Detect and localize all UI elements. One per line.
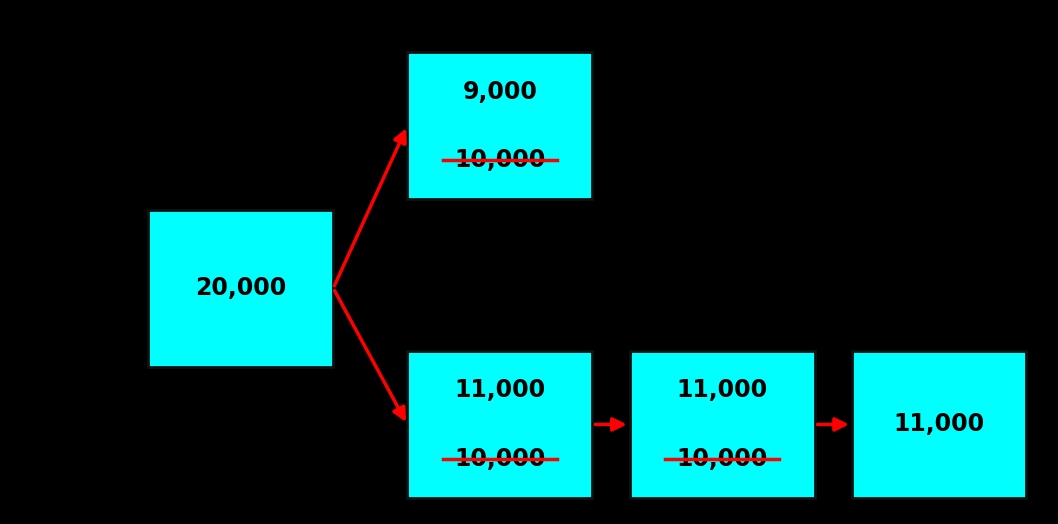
Text: 10,000: 10,000: [454, 446, 546, 471]
FancyBboxPatch shape: [148, 210, 333, 367]
Text: 10,000: 10,000: [676, 446, 768, 471]
Text: 11,000: 11,000: [454, 378, 546, 402]
Text: 10,000: 10,000: [454, 148, 546, 172]
Text: 11,000: 11,000: [893, 412, 985, 436]
Text: 20,000: 20,000: [195, 276, 287, 300]
Text: 9,000: 9,000: [462, 80, 537, 104]
FancyBboxPatch shape: [407, 52, 592, 199]
FancyBboxPatch shape: [852, 351, 1026, 498]
Text: 11,000: 11,000: [676, 378, 768, 402]
FancyBboxPatch shape: [630, 351, 815, 498]
FancyBboxPatch shape: [407, 351, 592, 498]
